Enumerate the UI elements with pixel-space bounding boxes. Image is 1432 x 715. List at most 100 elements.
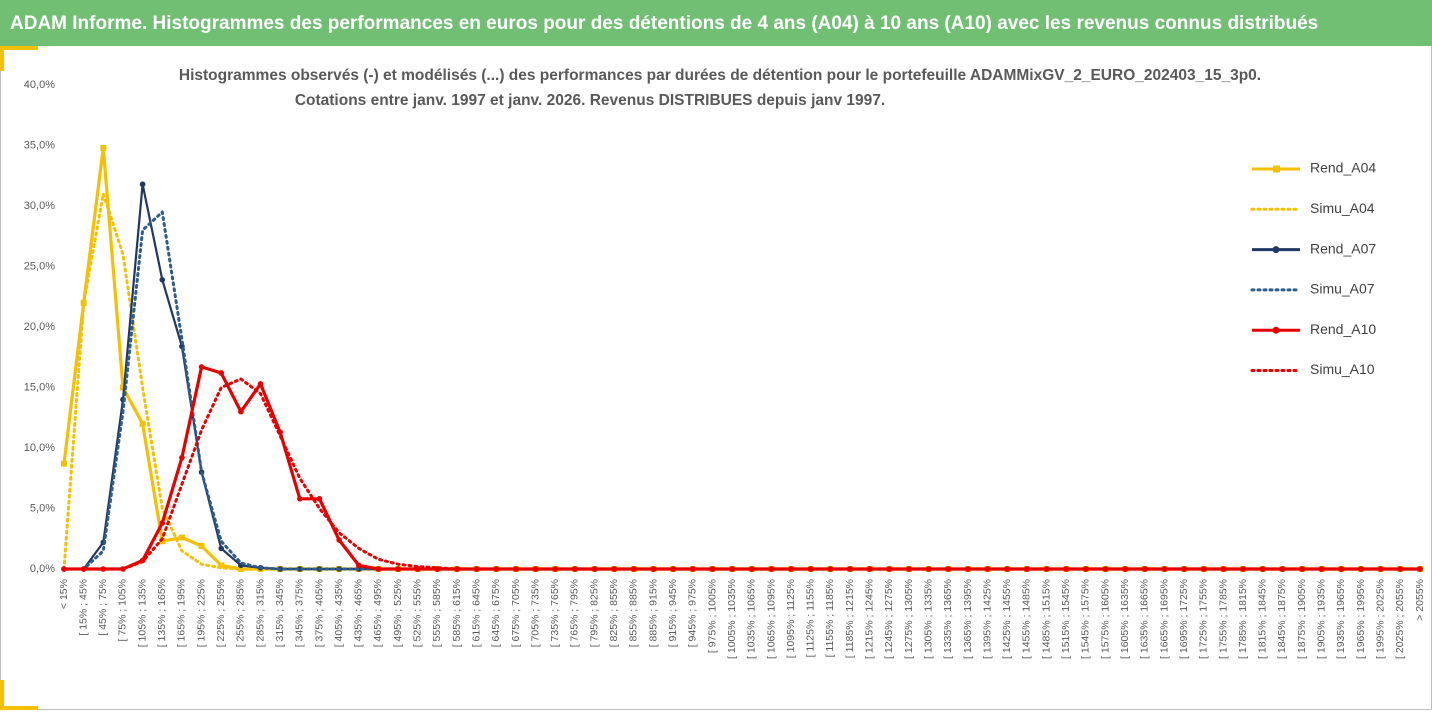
data-point <box>178 534 185 541</box>
y-tick-label: 15,0% <box>24 381 55 393</box>
x-tick-label: [ 1275% ; 1305% <box>903 579 915 659</box>
x-tick-label: [ 1875% ; 1905% <box>1296 579 1308 659</box>
x-tick-label: [ 1155% ; 1185% <box>824 579 836 657</box>
x-tick-label: [ 2025% ; 2055% <box>1394 579 1406 659</box>
x-tick-label: [ 1755% ; 1785% <box>1217 579 1229 659</box>
x-tick-label: [ 285% ; 315% <box>254 579 266 647</box>
x-tick-label: [ 435% ; 465% <box>353 579 365 647</box>
x-tick-label: [ 1695% ; 1725% <box>1178 579 1190 659</box>
x-tick-label: [ 1215% ; 1245% <box>864 579 876 659</box>
series-line <box>62 377 1422 571</box>
data-point <box>336 537 342 543</box>
x-tick-label: [ 1365% ; 1395% <box>962 579 974 659</box>
x-tick-label: [ 1065% ; 1095% <box>765 579 777 659</box>
data-point <box>159 538 166 545</box>
data-point <box>297 496 303 502</box>
data-point <box>139 181 146 188</box>
header-bar <box>0 0 1432 46</box>
data-point <box>316 496 323 502</box>
x-tick-label: [ 1305% ; 1335% <box>922 579 934 659</box>
x-tick-label: [ 1395% ; 1425% <box>981 579 993 659</box>
y-tick-label: 0,0% <box>30 563 55 575</box>
x-tick-label: [ 1515% ; 1545% <box>1060 579 1072 659</box>
x-tick-label: [ 1185% ; 1215% <box>844 579 856 658</box>
x-tick-label: [ 315% ; 345% <box>274 579 286 647</box>
data-point <box>159 520 166 526</box>
x-tick-label: [ 855% ; 885% <box>628 579 640 647</box>
x-tick-label: [ 255% ; 285% <box>235 579 247 647</box>
data-point <box>218 545 225 552</box>
x-tick-label: [ 885% ; 915% <box>647 579 659 647</box>
x-tick-label: [ 15% ; 45% <box>77 579 89 636</box>
y-tick-label: 20,0% <box>24 321 55 333</box>
x-tick-label: [ 945% ; 975% <box>687 579 699 647</box>
x-tick-label: [ 1485% ; 1515% <box>1040 579 1052 659</box>
legend-label: Simu_A10 <box>1310 361 1375 377</box>
x-tick-label: [ 585% ; 615% <box>451 579 463 647</box>
legend-marker <box>1273 165 1280 173</box>
y-tick-label: 40,0% <box>24 79 55 91</box>
y-tick-label: 25,0% <box>24 260 55 272</box>
x-tick-label: [ 1605% ; 1635% <box>1119 579 1131 659</box>
data-point <box>238 408 244 415</box>
accent <box>0 46 4 71</box>
x-tick-label: [ 195% ; 225% <box>195 579 207 647</box>
x-tick-label: [ 675% ; 705% <box>510 579 522 647</box>
x-tick-label: [ 1815% ; 1845% <box>1257 579 1269 659</box>
header-title: ADAM Informe. Histogrammes des performan… <box>10 13 1318 34</box>
data-point <box>355 562 362 569</box>
x-tick-label: [ 645% ; 675% <box>490 579 502 647</box>
data-point <box>100 144 107 151</box>
x-tick-label: [ 345% ; 375% <box>294 579 306 647</box>
x-tick-label: [ 975% ; 1005% <box>706 579 718 653</box>
data-point <box>198 543 205 550</box>
x-tick-label: [ 1725% ; 1755% <box>1198 579 1210 659</box>
x-tick-label: [ 1845% ; 1875% <box>1276 579 1288 659</box>
x-tick-label: [ 735% ; 765% <box>549 579 561 647</box>
x-tick-label: [ 1575% ; 1605% <box>1099 579 1111 659</box>
x-tick-label: [ 705% ; 735% <box>529 579 541 647</box>
x-tick-label: [ 1785% ; 1815% <box>1237 579 1249 659</box>
legend-label: Simu_A07 <box>1310 281 1375 297</box>
y-tick-label: 5,0% <box>30 502 55 514</box>
x-tick-label: [ 405% ; 435% <box>333 579 345 647</box>
x-tick-label: [ 915% ; 945% <box>667 579 679 647</box>
x-tick-label: [ 825% ; 855% <box>608 579 620 647</box>
data-point <box>159 277 166 283</box>
x-tick-label: [ 1335% ; 1365% <box>942 579 954 659</box>
x-tick-label: [ 1635% ; 1665% <box>1139 579 1151 659</box>
data-point <box>395 566 401 572</box>
data-point <box>1142 566 1148 572</box>
data-point <box>257 381 264 387</box>
y-tick-label: 10,0% <box>24 442 55 454</box>
x-tick-label: [ 225% ; 255% <box>215 579 227 647</box>
y-tick-label: 30,0% <box>24 200 55 212</box>
chart-subtitle: Cotations entre janv. 1997 et janv. 2026… <box>295 92 885 109</box>
x-tick-label: > 2055% <box>1414 579 1426 621</box>
x-tick-label: [ 1125% ; 1155% <box>805 579 817 657</box>
x-tick-label: [ 1935% ; 1965% <box>1335 579 1347 659</box>
x-tick-label: [ 1245% ; 1275% <box>883 579 895 659</box>
data-point <box>218 370 225 376</box>
x-tick-label: [ 1995% ; 2025% <box>1374 579 1386 659</box>
x-tick-label: [ 795% ; 825% <box>588 579 600 647</box>
accent <box>0 46 38 50</box>
legend-label: Rend_A04 <box>1310 160 1376 176</box>
x-tick-label: [ 1035% ; 1065% <box>746 579 758 659</box>
x-tick-label: [ 165% ; 195% <box>176 579 188 647</box>
accent <box>0 706 38 710</box>
legend-label: Rend_A10 <box>1310 321 1376 337</box>
data-point <box>198 364 205 370</box>
x-tick-label: [ 1905% ; 1935% <box>1316 579 1328 659</box>
legend-label: Rend_A07 <box>1310 240 1376 256</box>
x-tick-label: < 15% <box>58 579 70 609</box>
x-tick-label: [ 135% ; 165% <box>156 579 168 647</box>
x-tick-label: [ 1005% ; 1035% <box>726 579 738 659</box>
x-tick-label: [ 375% ; 405% <box>313 579 325 647</box>
data-point <box>119 384 126 391</box>
data-point <box>61 460 67 467</box>
x-tick-label: [ 1095% ; 1125% <box>785 579 797 658</box>
x-tick-label: [ 525% ; 555% <box>412 579 424 647</box>
